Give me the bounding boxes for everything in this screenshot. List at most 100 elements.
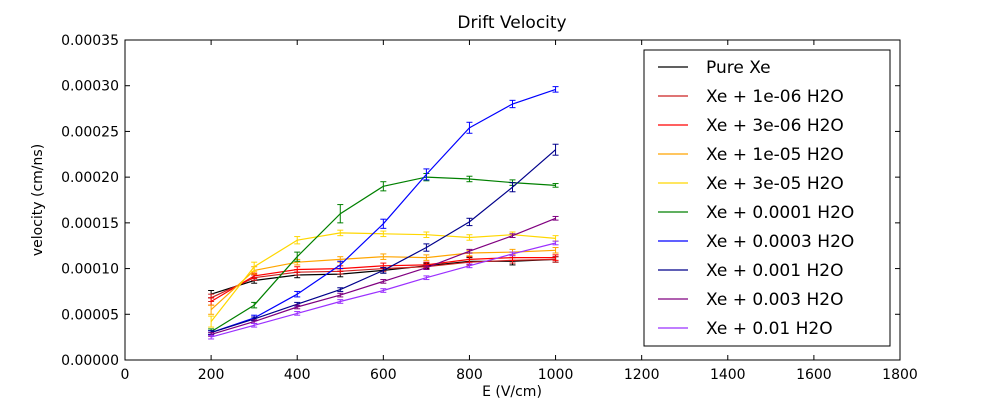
error-bar — [509, 182, 516, 193]
error-bar — [423, 168, 430, 181]
legend-entry: Xe + 0.0001 H2O — [658, 203, 854, 223]
error-bar — [251, 322, 258, 328]
legend: Pure Xe Xe + 1e-06 H2O Xe + 3e-06 H2O Xe + … — [643, 49, 891, 347]
error-bar — [552, 215, 559, 221]
error-bar — [337, 292, 344, 298]
error-bar — [380, 267, 387, 274]
error-bar — [466, 256, 473, 263]
series-line — [210, 149, 556, 334]
x-tick-label: 1400 — [710, 367, 746, 383]
legend-label: Xe + 0.0001 H2O — [706, 203, 854, 223]
axes-frame — [124, 39, 901, 361]
x-tick-label: 1000 — [538, 367, 574, 383]
error-bar — [251, 301, 258, 309]
legend-box — [643, 49, 891, 347]
error-bar — [552, 183, 559, 188]
legend-entry: Xe + 3e-05 H2O — [658, 174, 844, 194]
error-bar — [380, 230, 387, 238]
legend-label: Xe + 0.01 H2O — [706, 319, 833, 339]
series-7 — [208, 143, 559, 335]
error-bar — [509, 233, 516, 238]
x-tick-label: 800 — [456, 367, 483, 383]
error-bar — [423, 275, 430, 281]
error-bar — [552, 240, 559, 246]
y-tick-label: 0.00000 — [61, 353, 119, 369]
error-bar — [294, 251, 301, 262]
error-bar — [294, 236, 301, 245]
y-tick-label: 0.00030 — [61, 79, 119, 95]
error-bar — [337, 229, 344, 237]
legend-entry: Xe + 0.01 H2O — [658, 319, 833, 339]
error-bar — [380, 288, 387, 293]
legend-entry: Xe + 0.001 H2O — [658, 261, 843, 281]
error-bar — [423, 254, 430, 261]
legend-entry: Xe + 1e-06 H2O — [658, 87, 844, 107]
error-bar — [552, 247, 559, 254]
error-bar — [380, 218, 387, 229]
error-bar — [552, 86, 559, 93]
y-tick-label: 0.00035 — [61, 33, 119, 49]
x-tick-label: 1800 — [882, 367, 918, 383]
x-tick-label: 1600 — [796, 367, 832, 383]
series-4 — [208, 229, 559, 328]
error-bar — [466, 234, 473, 241]
error-bar — [423, 265, 430, 270]
error-bar — [294, 311, 301, 316]
error-bar — [208, 334, 215, 340]
error-bar — [294, 266, 301, 273]
x-tick-label: 200 — [198, 367, 225, 383]
plot-area: 0 200 400 600 800 1000 1200 1400 1600 1800 0.00000… — [61, 33, 918, 383]
x-tick-label: 0 — [121, 367, 130, 383]
legend-entry: Xe + 3e-06 H2O — [658, 116, 844, 136]
error-bar — [466, 263, 473, 269]
error-bar — [337, 299, 344, 304]
error-bar — [552, 254, 559, 261]
legend-label: Xe + 0.003 H2O — [706, 290, 843, 310]
x-tick-label: 1200 — [624, 367, 660, 383]
y-axis-title: velocity (cm/ns) — [30, 144, 46, 256]
x-axis-title: E (V/cm) — [482, 384, 542, 400]
error-bar — [466, 175, 473, 183]
error-bar — [466, 248, 473, 254]
error-bar — [251, 261, 258, 272]
y-tick-label: 0.00025 — [61, 124, 119, 140]
error-bar — [423, 243, 430, 252]
error-bar — [294, 304, 301, 310]
legend-entry: Xe + 1e-05 H2O — [658, 145, 844, 165]
legend-label: Xe + 0.0003 H2O — [706, 232, 854, 252]
error-bar — [380, 279, 387, 284]
error-bar — [552, 143, 559, 156]
error-bar — [380, 253, 387, 260]
error-bar — [380, 181, 387, 192]
chart-title: Drift Velocity — [457, 13, 566, 33]
error-bar — [466, 217, 473, 227]
legend-entry: Xe + 0.003 H2O — [658, 290, 843, 310]
y-tick-label: 0.00010 — [61, 262, 119, 278]
error-bar — [208, 304, 215, 315]
legend-label: Pure Xe — [706, 58, 771, 78]
legend-label: Xe + 1e-06 H2O — [706, 87, 844, 107]
error-bar — [337, 204, 344, 224]
error-bar — [337, 260, 344, 270]
y-tick-label: 0.00005 — [61, 307, 119, 323]
legend-label: Xe + 0.001 H2O — [706, 261, 843, 281]
series-9 — [208, 240, 559, 340]
error-bar — [423, 231, 430, 238]
legend-label: Xe + 3e-06 H2O — [706, 116, 844, 136]
error-bar — [466, 121, 473, 134]
legend-entry: Pure Xe — [658, 58, 771, 78]
legend-entry: Xe + 0.0003 H2O — [658, 232, 854, 252]
error-bar — [294, 290, 301, 298]
legend-label: Xe + 1e-05 H2O — [706, 145, 844, 165]
x-tick-label: 400 — [284, 367, 311, 383]
error-bar — [337, 287, 344, 292]
x-tick-label: 600 — [370, 367, 397, 383]
y-tick-label: 0.00015 — [61, 216, 119, 232]
error-bar — [509, 251, 516, 257]
y-tick-label: 0.00020 — [61, 170, 119, 186]
legend-label: Xe + 3e-05 H2O — [706, 174, 844, 194]
series-line — [210, 232, 556, 322]
error-bar — [208, 315, 215, 328]
